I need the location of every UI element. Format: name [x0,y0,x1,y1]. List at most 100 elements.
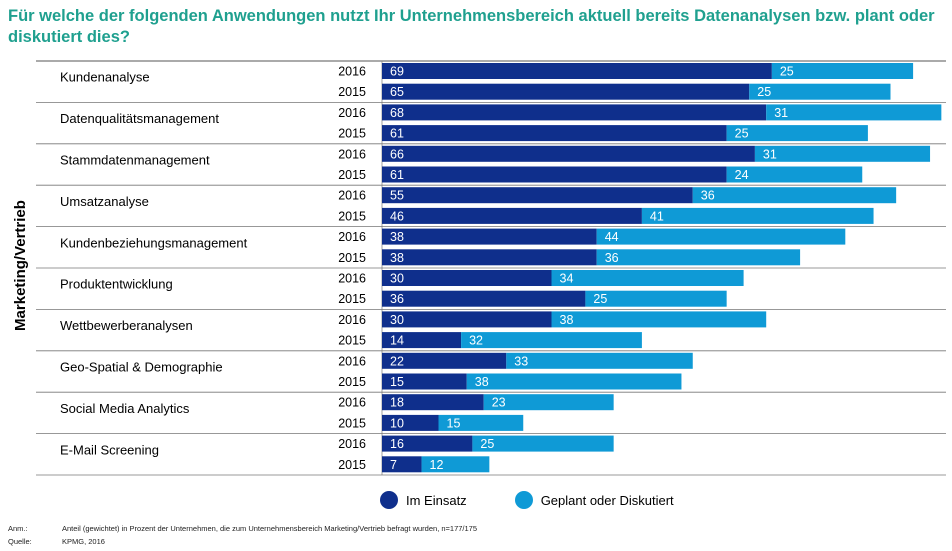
bar-geplant [596,228,846,245]
year-label: 2015 [338,85,366,99]
year-label: 2015 [338,416,366,430]
bar-geplant [585,290,727,307]
legend-item-einsatz: Im Einsatz [380,491,467,509]
note-source-text: KPMG, 2016 [62,537,105,546]
stacked-bar-chart: Kundenanalyse 2016 69 25 2015 65 25 Datenqualit… [36,60,946,476]
year-label: 2016 [338,65,366,79]
year-label: 2016 [338,396,366,410]
note-annotation: Anm.: Anteil (gewichtet) in Prozent der U… [8,524,477,533]
legend-label-geplant: Geplant oder Diskutiert [540,492,674,508]
year-label: 2015 [338,375,366,389]
year-label: 2016 [338,272,366,286]
data-label-geplant: 44 [605,230,619,244]
year-label: 2016 [338,230,366,244]
bar-einsatz [382,228,597,245]
bar-geplant [596,249,801,266]
data-label-einsatz: 61 [390,168,404,182]
data-label-einsatz: 14 [390,334,404,348]
data-label-geplant: 25 [480,437,494,451]
data-label-einsatz: 30 [390,272,404,286]
bar-geplant [771,63,914,79]
bar-geplant [551,270,744,286]
category-label: Umsatzanalyse [60,194,149,209]
data-label-geplant: 38 [475,375,489,389]
data-label-einsatz: 69 [390,65,404,79]
chart-legend: Im Einsatz Geplant oder Diskutiert [380,491,722,509]
data-label-geplant: 15 [447,416,461,430]
year-label: 2015 [338,458,366,472]
data-label-geplant: 25 [735,127,749,141]
data-label-einsatz: 65 [390,85,404,99]
data-label-geplant: 34 [560,272,574,286]
bar-einsatz [382,435,473,452]
chart-title: Für welche der folgenden Anwendungen nut… [8,7,935,46]
data-label-einsatz: 30 [390,313,404,327]
bar-einsatz [382,414,439,431]
note-source-key: Quelle: [8,537,32,546]
year-label: 2016 [338,106,366,120]
data-label-einsatz: 36 [390,292,404,306]
data-label-einsatz: 22 [390,354,404,368]
bar-einsatz [382,394,484,411]
data-label-einsatz: 61 [390,127,404,141]
note-annotation-key: Anm.: [8,524,28,533]
bar-einsatz [382,63,772,79]
data-label-geplant: 25 [593,292,607,306]
year-label: 2015 [338,168,366,182]
bar-geplant [726,166,863,183]
data-label-einsatz: 38 [390,251,404,265]
bar-geplant [483,394,614,411]
bar-einsatz [382,373,467,390]
legend-swatch-einsatz [380,491,398,509]
legend-item-geplant: Geplant oder Diskutiert [514,491,674,509]
category-label: Datenqualitätsmanagement [60,111,219,126]
bar-geplant [754,145,931,162]
data-label-geplant: 31 [763,147,777,161]
category-label: Wettbewerberanalysen [60,318,193,333]
bar-einsatz [382,290,586,307]
data-label-geplant: 25 [757,85,771,99]
data-label-einsatz: 38 [390,230,404,244]
bar-einsatz [382,332,462,349]
bar-einsatz [382,145,755,162]
bar-geplant [749,83,891,100]
category-label: E-Mail Screening [60,442,159,457]
data-label-einsatz: 18 [390,396,404,410]
data-label-einsatz: 10 [390,416,404,430]
data-label-einsatz: 68 [390,106,404,120]
category-label: Geo-Spatial & Demographie [60,360,223,375]
note-source: Quelle: KPMG, 2016 [8,537,105,546]
data-label-geplant: 12 [430,458,444,472]
bar-einsatz [382,207,642,224]
bar-einsatz [382,352,507,369]
bar-einsatz [382,187,693,204]
year-label: 2016 [338,313,366,327]
bar-einsatz [382,166,727,183]
data-label-geplant: 31 [774,106,788,120]
bar-einsatz [382,456,422,473]
data-label-geplant: 33 [514,354,528,368]
category-label: Kundenanalyse [60,70,150,85]
bar-geplant [506,352,693,369]
data-label-geplant: 25 [780,65,794,79]
bar-einsatz [382,249,597,266]
data-label-geplant: 36 [605,251,619,265]
bar-geplant [438,414,524,431]
category-label: Stammdatenmanagement [60,153,210,168]
data-label-geplant: 38 [560,313,574,327]
data-label-einsatz: 66 [390,147,404,161]
data-label-geplant: 41 [650,209,664,223]
data-label-einsatz: 46 [390,209,404,223]
data-label-geplant: 23 [492,396,506,410]
bar-einsatz [382,270,552,286]
legend-swatch-geplant [514,491,533,509]
bar-geplant [466,373,682,390]
data-label-einsatz: 55 [390,189,404,203]
year-label: 2015 [338,334,366,348]
category-label: Social Media Analytics [60,401,190,416]
data-label-geplant: 24 [735,168,749,182]
bar-geplant [421,456,490,473]
category-label: Kundenbeziehungsmanagement [60,235,248,250]
year-label: 2016 [338,437,366,451]
bar-geplant [551,311,767,328]
